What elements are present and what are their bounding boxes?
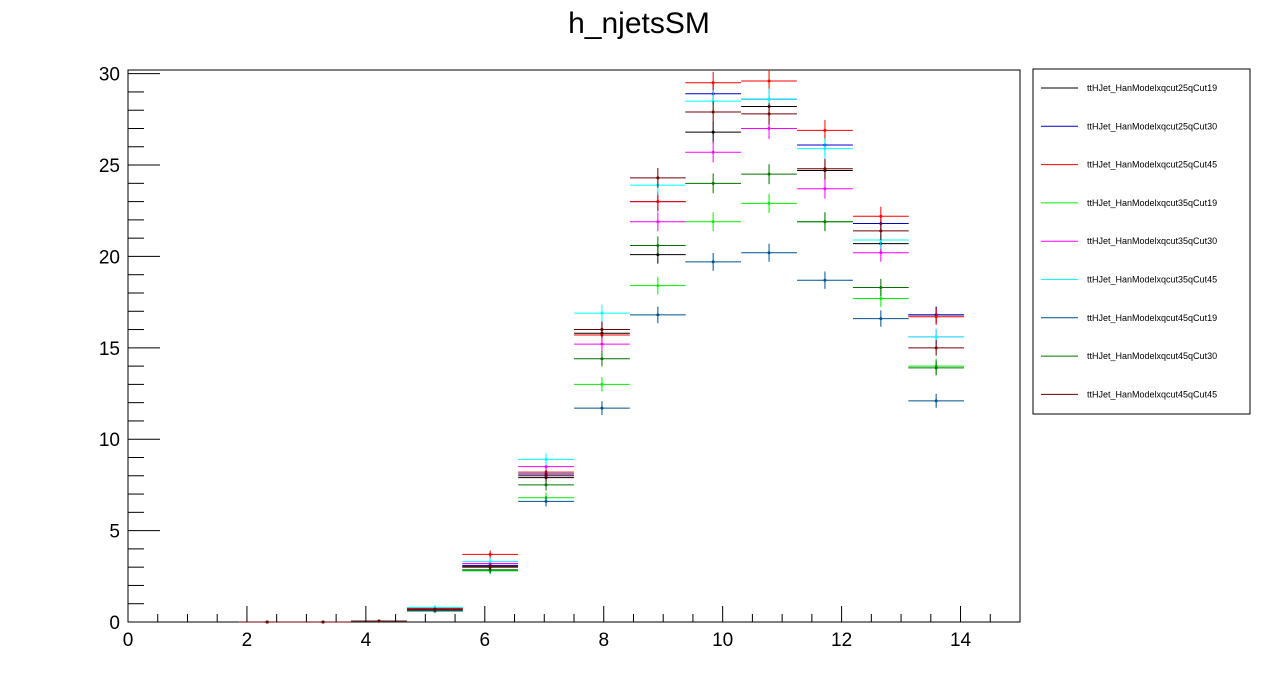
- data-point: [823, 220, 827, 224]
- data-point: [934, 346, 938, 350]
- data-point: [377, 619, 381, 623]
- series-ttHJet_HanModelxqcut45qCut19: [239, 243, 965, 624]
- data-point: [934, 315, 938, 319]
- x-tick-label: 2: [242, 630, 253, 651]
- y-tick-label: 20: [99, 247, 120, 268]
- x-tick-label: 4: [361, 630, 372, 651]
- data-point: [823, 128, 827, 132]
- data-point: [767, 112, 771, 116]
- series-ttHJet_HanModelxqcut45qCut30: [239, 164, 965, 624]
- data-point: [656, 176, 660, 180]
- data-point: [656, 313, 660, 317]
- data-point: [600, 382, 604, 386]
- y-tick-label: 15: [99, 339, 120, 360]
- y-tick-label: 25: [99, 156, 120, 177]
- data-point: [767, 201, 771, 205]
- data-point: [767, 251, 771, 255]
- data-point: [879, 286, 883, 290]
- legend-label: ttHJet_HanModelxqcut45qCut45: [1087, 389, 1217, 399]
- data-point: [823, 187, 827, 191]
- x-tick-label: 12: [831, 630, 852, 651]
- legend-label: ttHJet_HanModelxqcut45qCut30: [1087, 351, 1217, 361]
- x-tick-label: 0: [123, 630, 134, 651]
- data-point: [656, 243, 660, 247]
- data-point: [711, 260, 715, 264]
- data-point: [656, 253, 660, 257]
- data-point: [321, 620, 325, 624]
- data-point: [656, 200, 660, 204]
- data-point: [544, 457, 548, 461]
- data-point: [488, 564, 492, 568]
- data-point: [879, 229, 883, 233]
- data-point: [823, 278, 827, 282]
- series-ttHJet_HanModelxqcut45qCut45: [239, 101, 965, 624]
- data-point: [934, 366, 938, 370]
- data-point: [879, 214, 883, 218]
- data-point: [488, 552, 492, 556]
- plot-frame: [127, 69, 1021, 623]
- legend-label: ttHJet_HanModelxqcut25qCut30: [1087, 121, 1217, 131]
- series-layer: [239, 70, 965, 624]
- data-point: [488, 560, 492, 564]
- data-point: [656, 284, 660, 288]
- data-point: [600, 328, 604, 332]
- chart-title: h_njetsSM: [568, 7, 710, 40]
- legend-label: ttHJet_HanModelxqcut35qCut30: [1087, 236, 1217, 246]
- y-tick-label: 10: [99, 430, 120, 451]
- legend-label: ttHJet_HanModelxqcut25qCut19: [1087, 83, 1217, 93]
- data-point: [488, 568, 492, 572]
- data-point: [767, 97, 771, 101]
- data-point: [600, 342, 604, 346]
- data-point: [600, 406, 604, 410]
- data-point: [544, 499, 548, 503]
- legend-label: ttHJet_HanModelxqcut45qCut19: [1087, 313, 1217, 323]
- legend: ttHJet_HanModelxqcut25qCut19 ttHJet_HanMo…: [1032, 68, 1251, 415]
- data-point: [767, 79, 771, 83]
- data-point: [544, 465, 548, 469]
- data-point: [544, 483, 548, 487]
- data-point: [711, 81, 715, 85]
- y-tick-label: 30: [99, 65, 120, 86]
- data-point: [656, 220, 660, 224]
- data-point: [265, 620, 269, 624]
- legend-label: ttHJet_HanModelxqcut35qCut19: [1087, 198, 1217, 208]
- legend-label: ttHJet_HanModelxqcut35qCut45: [1087, 275, 1217, 285]
- x-tick-label: 6: [480, 630, 491, 651]
- series-ttHJet_HanModelxqcut35qCut30: [239, 118, 965, 624]
- y-tick-label: 0: [109, 613, 120, 634]
- data-point: [934, 399, 938, 403]
- data-point: [600, 357, 604, 361]
- data-point: [711, 110, 715, 114]
- data-point: [879, 251, 883, 255]
- data-point: [767, 172, 771, 176]
- data-point: [433, 607, 437, 611]
- data-point: [879, 317, 883, 321]
- axes-layer: 0 2 4 6 8 10 12 14 0 5 10 15 20 25 30: [99, 65, 1021, 651]
- data-point: [823, 167, 827, 171]
- data-point: [600, 311, 604, 315]
- legend-label: ttHJet_HanModelxqcut25qCut45: [1087, 160, 1217, 170]
- data-point: [767, 126, 771, 130]
- data-point: [823, 147, 827, 151]
- data-point: [934, 335, 938, 339]
- data-point: [544, 474, 548, 478]
- x-tick-label: 8: [598, 630, 609, 651]
- y-tick-label: 5: [109, 522, 120, 543]
- data-point: [711, 150, 715, 154]
- data-point: [711, 99, 715, 103]
- data-point: [711, 130, 715, 134]
- x-tick-label: 10: [712, 630, 733, 651]
- data-point: [879, 296, 883, 300]
- x-tick-label: 14: [950, 630, 972, 651]
- data-point: [711, 181, 715, 185]
- data-point: [711, 220, 715, 224]
